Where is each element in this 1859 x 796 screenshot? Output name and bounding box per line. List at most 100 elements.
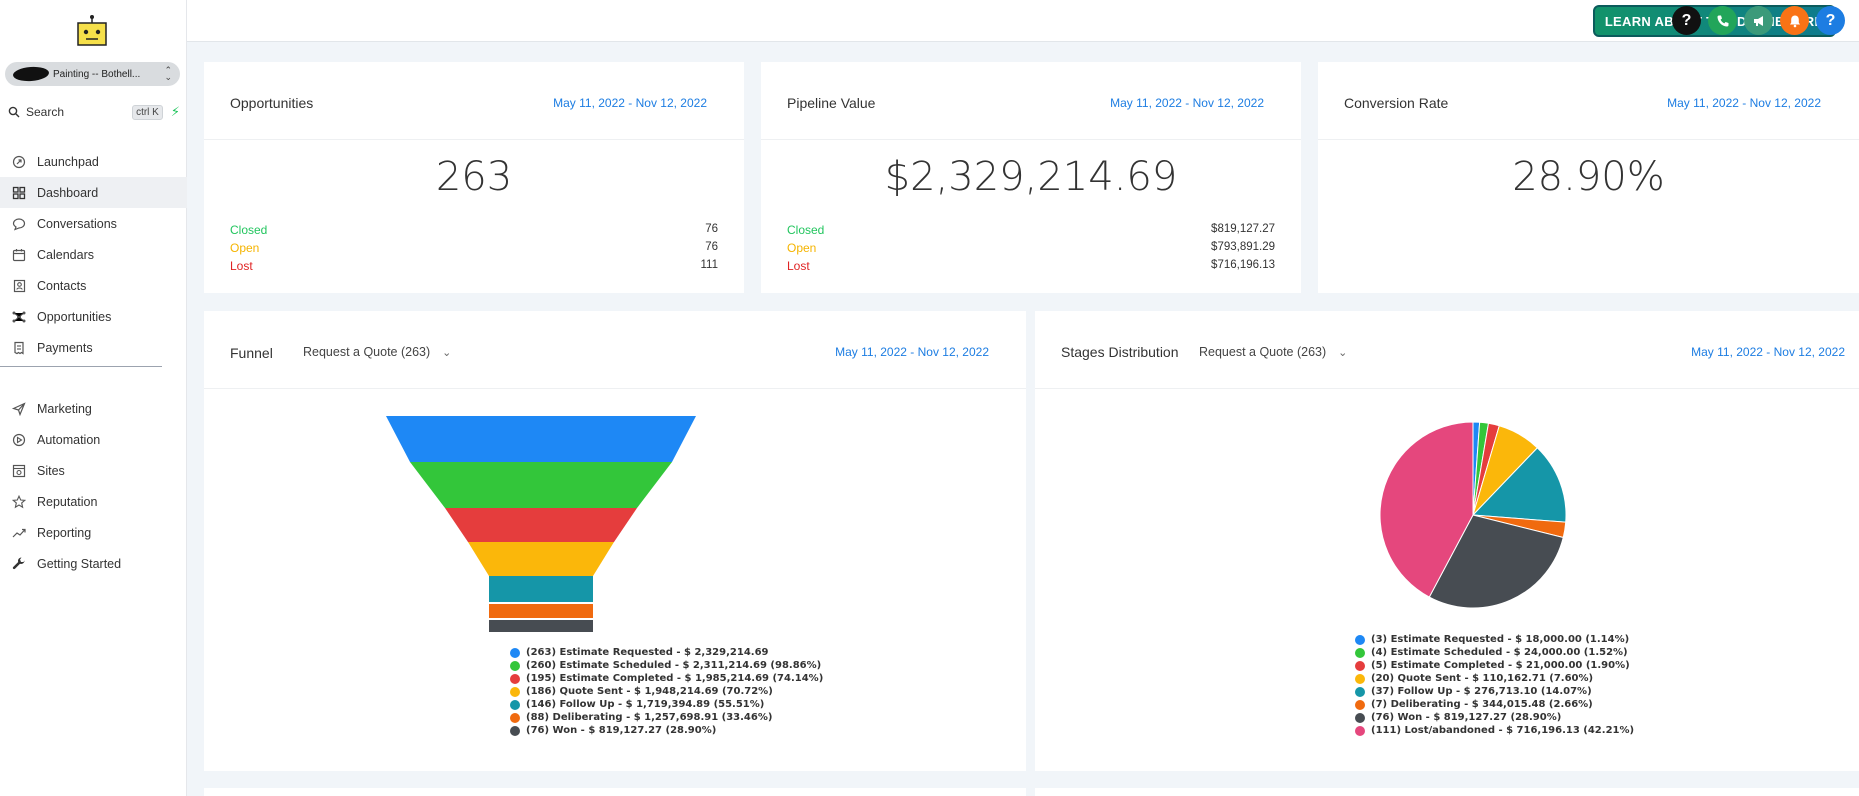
search-label: Search: [26, 105, 65, 119]
card-header: [204, 311, 1026, 389]
automation-icon: [11, 432, 27, 448]
card-header: [761, 62, 1301, 140]
legend-label: (111) Lost/abandoned - $ 716,196.13 (42.…: [1371, 725, 1635, 736]
legend-label: (76) Won - $ 819,127.27 (28.90%): [526, 725, 717, 736]
contacts-icon: [11, 278, 27, 294]
funnel-segment-won[interactable]: [489, 620, 593, 632]
funnel-segment-estimate-completed[interactable]: [445, 508, 637, 542]
conversion-total: 28.90%: [1512, 154, 1665, 200]
sidebar-item-label: Automation: [37, 432, 101, 447]
sidebar-item-calendars[interactable]: Calendars: [0, 239, 187, 270]
legend-label: (3) Estimate Requested - $ 18,000.00 (1.…: [1371, 634, 1630, 645]
funnel-segment-estimate-requested[interactable]: [386, 416, 696, 462]
sidebar-item-label: Getting Started: [37, 556, 122, 571]
date-range[interactable]: May 11, 2022 - Nov 12, 2022: [553, 96, 707, 110]
lightning-icon[interactable]: ⚡: [170, 104, 180, 119]
funnel-segment-deliberating[interactable]: [489, 604, 593, 618]
sidebar-item-contacts[interactable]: Contacts: [0, 270, 187, 301]
legend-label: (37) Follow Up - $ 276,713.10 (14.07%): [1371, 686, 1592, 697]
date-range[interactable]: May 11, 2022 - Nov 12, 2022: [835, 345, 989, 359]
account-switcher[interactable]: Painting -- Bothell... ⌃ ⌄: [5, 62, 180, 86]
network-icon: [11, 309, 27, 325]
nav-divider: [0, 366, 162, 367]
search-input[interactable]: Search ctrl K ⚡: [8, 102, 180, 122]
help-icon[interactable]: ?: [1672, 6, 1701, 35]
help-circle-icon[interactable]: ?: [1816, 6, 1845, 35]
date-range[interactable]: May 11, 2022 - Nov 12, 2022: [1667, 96, 1821, 110]
calendar-icon: [11, 247, 27, 263]
sidebar-item-payments[interactable]: Payments: [0, 332, 187, 363]
pipeline-select[interactable]: Request a Quote (263) ⌄: [303, 345, 452, 359]
rocket-icon: [11, 154, 27, 170]
megaphone-icon[interactable]: [1744, 6, 1773, 35]
sidebar-item-marketing[interactable]: Marketing: [0, 393, 187, 424]
legend-dot: [1355, 686, 1365, 697]
card-title: Stages Distribution: [1061, 344, 1179, 360]
sidebar-item-label: Marketing: [37, 401, 92, 416]
sidebar-item-label: Launchpad: [37, 154, 99, 169]
pie-slice-lost-abandoned[interactable]: [1379, 421, 1474, 598]
sidebar-item-opportunities[interactable]: Opportunities: [0, 301, 187, 332]
chat-icon: [11, 216, 27, 232]
legend-item: (260) Estimate Scheduled - $ 2,311,214.6…: [510, 659, 823, 672]
robot-logo-icon[interactable]: [75, 14, 109, 48]
sidebar-item-getting-started[interactable]: Getting Started: [0, 548, 187, 579]
legend-dot: [1355, 699, 1365, 710]
legend-item: (3) Estimate Requested - $ 18,000.00 (1.…: [1355, 633, 1634, 646]
sidebar-item-label: Reporting: [37, 525, 92, 540]
top-bar: LEARN ABOUT THE DASHBOARD ? ?: [187, 0, 1859, 42]
date-range[interactable]: May 11, 2022 - Nov 12, 2022: [1110, 96, 1264, 110]
sidebar-item-label: Dashboard: [37, 185, 99, 200]
account-name: Painting -- Bothell...: [53, 68, 141, 80]
bell-icon[interactable]: [1780, 6, 1809, 35]
sidebar-item-reporting[interactable]: Reporting: [0, 517, 187, 548]
sidebar-item-launchpad[interactable]: Launchpad: [0, 146, 187, 177]
card-title: Pipeline Value: [787, 95, 876, 111]
legend-item: (76) Won - $ 819,127.27 (28.90%): [510, 724, 823, 737]
funnel-segment-estimate-scheduled[interactable]: [410, 462, 672, 508]
sidebar-item-dashboard[interactable]: Dashboard: [0, 177, 187, 208]
pipeline-value-card: Pipeline Value May 11, 2022 - Nov 12, 20…: [761, 62, 1301, 293]
pie-slice-follow-up[interactable]: [1471, 447, 1567, 523]
stat-lost: Lost $716,196.13: [787, 259, 1275, 273]
legend-label: (5) Estimate Completed - $ 21,000.00 (1.…: [1371, 660, 1630, 671]
date-range[interactable]: May 11, 2022 - Nov 12, 2022: [1691, 345, 1845, 359]
card-title: Funnel: [230, 345, 273, 361]
pipeline-total: $2,329,214.69: [884, 154, 1178, 200]
legend-item: (20) Quote Sent - $ 110,162.71 (7.60%): [1355, 672, 1634, 685]
legend-label: (260) Estimate Scheduled - $ 2,311,214.6…: [526, 660, 822, 671]
legend-dot: [510, 660, 520, 671]
sidebar-item-label: Payments: [37, 340, 93, 355]
pie-legend: (3) Estimate Requested - $ 18,000.00 (1.…: [1355, 633, 1634, 737]
sidebar-item-label: Opportunities: [37, 309, 112, 324]
legend-dot: [510, 673, 520, 684]
pipeline-select[interactable]: Request a Quote (263) ⌄: [1199, 345, 1348, 359]
legend-item: (76) Won - $ 819,127.27 (28.90%): [1355, 711, 1634, 724]
sidebar-item-reputation[interactable]: Reputation: [0, 486, 187, 517]
sidebar-item-automation[interactable]: Automation: [0, 424, 187, 455]
send-icon: [11, 401, 27, 417]
chevron-down-icon: ⌄: [442, 346, 452, 359]
sidebar-item-label: Conversations: [37, 216, 117, 231]
legend-dot: [1355, 725, 1365, 736]
legend-dot: [1355, 660, 1365, 671]
sidebar-item-label: Sites: [37, 463, 65, 478]
stat-closed: Closed 76: [230, 223, 718, 237]
phone-icon[interactable]: [1708, 6, 1737, 35]
chevron-down-icon: ⌄: [1338, 346, 1348, 359]
redacted-avatar: [12, 65, 50, 83]
trend-icon: [11, 525, 27, 541]
sidebar-item-sites[interactable]: Sites: [0, 455, 187, 486]
main-nav: Launchpad Dashboard Conversations Calendars…: [0, 146, 187, 363]
legend-item: (37) Follow Up - $ 276,713.10 (14.07%): [1355, 685, 1634, 698]
pie-slice-won[interactable]: [1428, 514, 1564, 609]
card-title: Conversion Rate: [1344, 95, 1449, 111]
sidebar-item-conversations[interactable]: Conversations: [0, 208, 187, 239]
stat-open: Open 76: [230, 241, 718, 255]
funnel-segment-quote-sent[interactable]: [468, 542, 614, 576]
legend-item: (7) Deliberating - $ 344,015.48 (2.66%): [1355, 698, 1634, 711]
legend-dot: [1355, 634, 1365, 645]
stat-open: Open $793,891.29: [787, 241, 1275, 255]
funnel-segment-follow-up[interactable]: [489, 576, 593, 602]
legend-dot: [1355, 647, 1365, 658]
